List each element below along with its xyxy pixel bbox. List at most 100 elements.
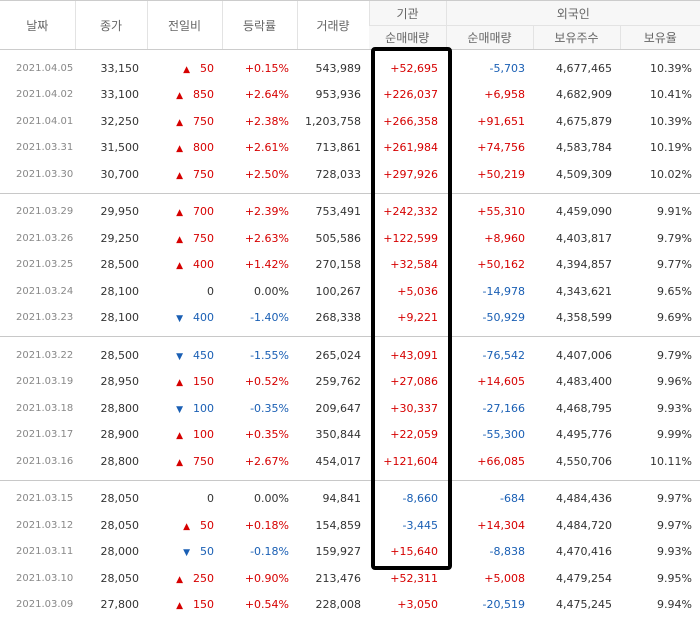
cell-holdings: 4,484,720	[533, 512, 620, 539]
cell-date: 2021.03.22	[0, 342, 75, 369]
cell-change: ▲50	[147, 55, 222, 82]
cell-foreign-net: -20,519	[446, 592, 533, 619]
change-value: 700	[193, 205, 214, 218]
group-spacer	[0, 618, 700, 623]
cell-volume: 213,476	[297, 565, 369, 592]
cell-foreign-net: +66,085	[446, 448, 533, 475]
cell-ratio: 9.77%	[620, 252, 700, 279]
cell-ratio: 10.11%	[620, 448, 700, 475]
cell-foreign-net: -14,978	[446, 278, 533, 305]
triangle-up-icon: ▲	[183, 522, 190, 532]
cell-ratio: 9.91%	[620, 199, 700, 226]
triangle-up-icon: ▲	[183, 65, 190, 75]
cell-close: 28,050	[75, 565, 147, 592]
change-value: 400	[193, 311, 214, 324]
cell-inst-net: +297,926	[369, 161, 446, 188]
cell-rate: +0.54%	[222, 592, 297, 619]
cell-change: ▲250	[147, 565, 222, 592]
cell-date: 2021.03.18	[0, 395, 75, 422]
cell-inst-net: +3,050	[369, 592, 446, 619]
cell-volume: 265,024	[297, 342, 369, 369]
cell-holdings: 4,394,857	[533, 252, 620, 279]
cell-holdings: 4,509,309	[533, 161, 620, 188]
cell-change: ▲150	[147, 592, 222, 619]
cell-holdings: 4,495,776	[533, 422, 620, 449]
cell-inst-net: +242,332	[369, 199, 446, 226]
cell-close: 28,800	[75, 448, 147, 475]
change-value: 800	[193, 141, 214, 154]
cell-holdings: 4,479,254	[533, 565, 620, 592]
cell-inst-net: +30,337	[369, 395, 446, 422]
cell-close: 28,500	[75, 252, 147, 279]
cell-foreign-net: +50,219	[446, 161, 533, 188]
cell-date: 2021.03.17	[0, 422, 75, 449]
cell-rate: +0.52%	[222, 369, 297, 396]
cell-change: ▲750	[147, 448, 222, 475]
cell-inst-net: +15,640	[369, 539, 446, 566]
cell-date: 2021.03.26	[0, 225, 75, 252]
cell-rate: -0.18%	[222, 539, 297, 566]
cell-change: ▼450	[147, 342, 222, 369]
cell-change: ▲100	[147, 422, 222, 449]
triangle-down-icon: ▼	[176, 405, 183, 415]
triangle-up-icon: ▲	[176, 235, 183, 245]
header-foreign-net: 순매매량	[446, 26, 533, 50]
header-holdings: 보유주수	[533, 26, 620, 50]
cell-volume: 1,203,758	[297, 108, 369, 135]
cell-holdings: 4,459,090	[533, 199, 620, 226]
change-value: 0	[207, 285, 214, 298]
cell-date: 2021.04.02	[0, 82, 75, 109]
cell-volume: 713,861	[297, 135, 369, 162]
cell-rate: +1.42%	[222, 252, 297, 279]
cell-rate: 0.00%	[222, 486, 297, 513]
cell-close: 28,500	[75, 342, 147, 369]
cell-holdings: 4,682,909	[533, 82, 620, 109]
triangle-up-icon: ▲	[176, 118, 183, 128]
cell-inst-net: +121,604	[369, 448, 446, 475]
cell-ratio: 9.93%	[620, 539, 700, 566]
header-inst-net: 순매매량	[369, 26, 446, 50]
triangle-up-icon: ▲	[176, 144, 183, 154]
cell-volume: 159,927	[297, 539, 369, 566]
cell-foreign-net: +6,958	[446, 82, 533, 109]
cell-date: 2021.03.19	[0, 369, 75, 396]
cell-ratio: 9.65%	[620, 278, 700, 305]
cell-change: 0	[147, 486, 222, 513]
cell-inst-net: +52,311	[369, 565, 446, 592]
change-value: 150	[193, 375, 214, 388]
triangle-up-icon: ▲	[176, 91, 183, 101]
cell-holdings: 4,407,006	[533, 342, 620, 369]
cell-date: 2021.03.12	[0, 512, 75, 539]
triangle-up-icon: ▲	[176, 261, 183, 271]
cell-change: ▲850	[147, 82, 222, 109]
cell-date: 2021.04.01	[0, 108, 75, 135]
cell-ratio: 10.39%	[620, 55, 700, 82]
cell-ratio: 9.69%	[620, 305, 700, 332]
cell-close: 28,100	[75, 278, 147, 305]
cell-change: ▲ 800	[147, 135, 222, 162]
cell-change: ▼ 100	[147, 395, 222, 422]
cell-change: 0	[147, 278, 222, 305]
cell-date: 2021.03.25	[0, 252, 75, 279]
change-value: 0	[207, 492, 214, 505]
cell-inst-net: -8,660	[369, 486, 446, 513]
cell-inst-net: +27,086	[369, 369, 446, 396]
change-value: 100	[193, 402, 214, 415]
cell-change: ▲ 750	[147, 108, 222, 135]
cell-foreign-net: -684	[446, 486, 533, 513]
cell-rate: +2.39%	[222, 199, 297, 226]
change-value: 750	[193, 115, 214, 128]
change-value: 750	[193, 232, 214, 245]
triangle-up-icon: ▲	[176, 208, 183, 218]
cell-foreign-net: -50,929	[446, 305, 533, 332]
cell-volume: 953,936	[297, 82, 369, 109]
cell-date: 2021.03.09	[0, 592, 75, 619]
change-value: 450	[193, 349, 214, 362]
cell-foreign-net: +14,605	[446, 369, 533, 396]
cell-holdings: 4,475,245	[533, 592, 620, 619]
